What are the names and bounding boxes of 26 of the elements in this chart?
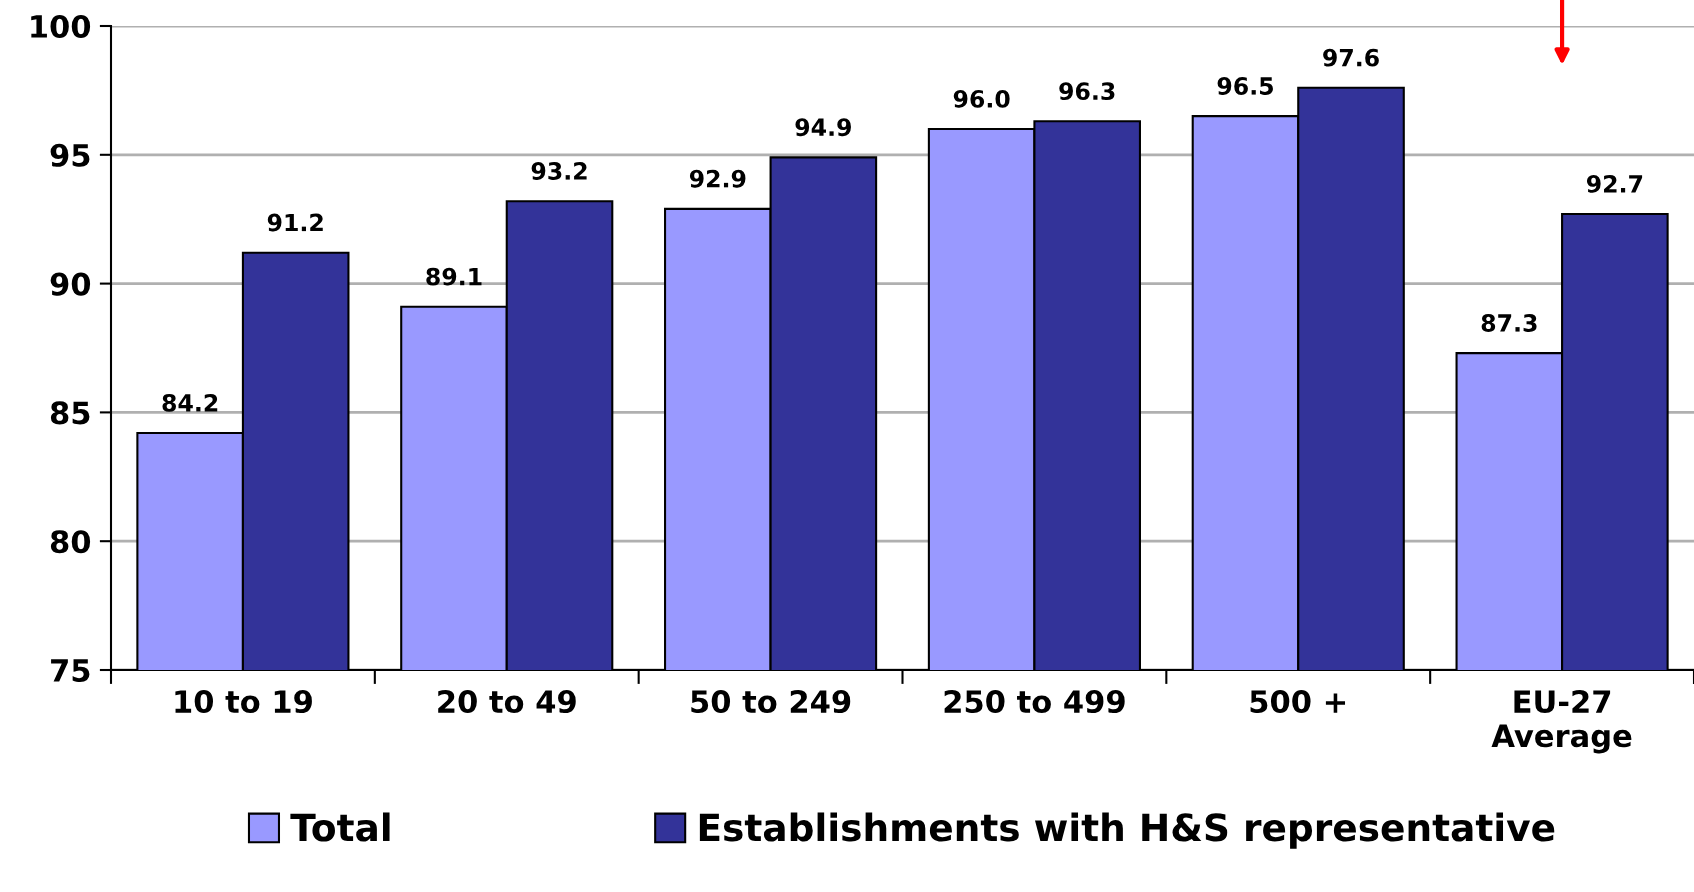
x-tick-label: EU-27 Average xyxy=(1491,689,1632,754)
data-label: 92.7 xyxy=(1586,174,1643,193)
data-label: 84.2 xyxy=(162,393,218,412)
x-tick-label: 10 to 19 xyxy=(175,689,312,714)
data-label: 94.9 xyxy=(795,118,851,137)
y-tick-label: 90 xyxy=(50,272,91,296)
x-tick-label: 250 to 499 xyxy=(944,689,1125,714)
y-tick-label: 100 xyxy=(31,14,91,39)
legend-label: Total xyxy=(290,812,390,842)
data-label: 89.1 xyxy=(426,267,482,286)
x-tick-label: 500 + xyxy=(1250,689,1346,714)
data-label: 92.9 xyxy=(689,169,746,188)
data-label: 96.5 xyxy=(1217,77,1273,95)
data-label: 96.3 xyxy=(1059,82,1115,101)
x-tick-label: 20 to 49 xyxy=(438,689,576,714)
y-tick-label: 80 xyxy=(50,530,91,554)
y-tick-label: 85 xyxy=(50,401,90,425)
data-label: 87.3 xyxy=(1481,314,1537,332)
legend-label: Establishments with H&S representative xyxy=(699,812,1555,849)
data-label: 91.2 xyxy=(267,213,323,232)
data-label: 93.2 xyxy=(531,162,587,180)
y-tick-label: 95 xyxy=(50,143,90,167)
data-label: 97.6 xyxy=(1323,48,1379,67)
y-tick-label: 75 xyxy=(51,659,90,683)
x-tick-label: 50 to 249 xyxy=(691,689,851,714)
data-label: 96.0 xyxy=(953,89,1010,108)
